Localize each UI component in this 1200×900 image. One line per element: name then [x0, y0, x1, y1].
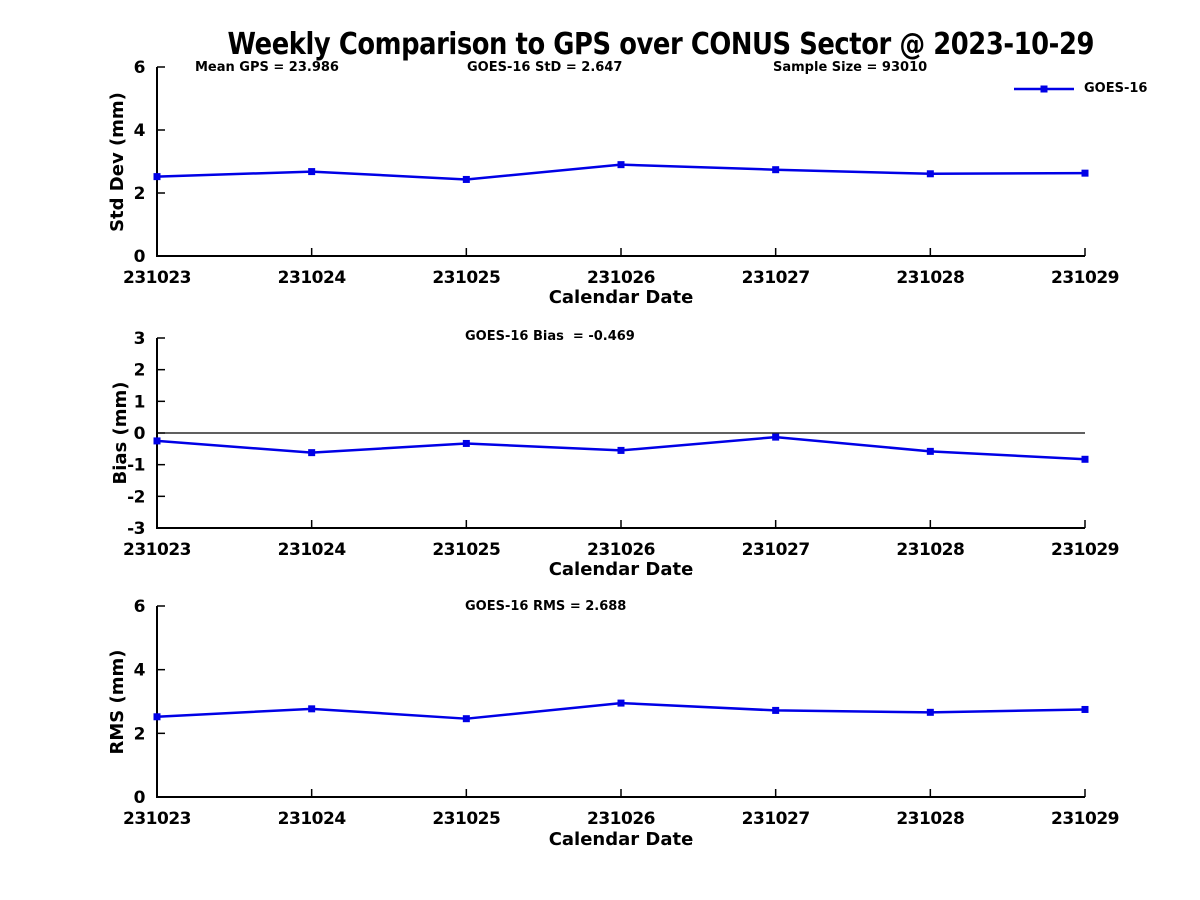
data-point	[772, 433, 780, 441]
x-tick-label: 231026	[587, 268, 655, 288]
data-point	[308, 168, 316, 176]
data-point	[153, 173, 161, 181]
y-tick-label: 2	[134, 184, 145, 204]
annotation-goes16-rms: GOES-16 RMS = 2.688	[465, 599, 627, 614]
annotation-goes16-std: GOES-16 StD = 2.647	[467, 60, 623, 75]
data-point	[772, 166, 780, 174]
xlabel-calendar-date-3: Calendar Date	[548, 829, 694, 850]
y-tick-label: 3	[134, 329, 145, 349]
x-tick-label: 231023	[123, 809, 191, 829]
y-tick-label: 6	[134, 597, 145, 617]
y-tick-label: 4	[134, 661, 146, 681]
xlabel-calendar-date-2: Calendar Date	[548, 559, 694, 580]
data-point	[153, 437, 161, 445]
x-tick-label: 231029	[1051, 809, 1119, 829]
data-point	[153, 713, 161, 721]
y-tick-label: 0	[134, 424, 146, 444]
y-tick-label: 2	[134, 361, 145, 381]
y-tick-label: -2	[127, 487, 145, 507]
y-tick-label: 1	[134, 392, 145, 412]
data-point	[617, 161, 625, 169]
data-point	[617, 699, 625, 707]
x-tick-label: 231029	[1051, 268, 1119, 288]
data-point	[926, 447, 934, 455]
subplot-std-dev: 0 2 4 6 231023 231024 231025 231026 231027 231028…	[123, 58, 1119, 288]
x-tick-label: 231027	[742, 268, 810, 288]
y-tick-label: 0	[134, 247, 146, 267]
data-point	[462, 175, 470, 183]
annotation-goes16-bias: GOES-16 Bias = -0.469	[465, 329, 635, 344]
xlabel-calendar-date-1: Calendar Date	[548, 287, 694, 308]
subplot-rms: 0 2 4 6 231023 231024 231025 231026 231027 231028…	[123, 597, 1119, 829]
data-point	[772, 706, 780, 714]
x-tick-label: 231026	[587, 540, 655, 560]
annotation-sample-size: Sample Size = 93010	[773, 60, 928, 75]
x-tick-label: 231024	[278, 809, 347, 829]
ylabel-std-dev: Std Dev (mm)	[107, 92, 128, 232]
data-point	[462, 439, 470, 447]
y-tick-label: -1	[127, 456, 145, 476]
x-tick-label: 231025	[432, 268, 500, 288]
x-tick-label: 231028	[896, 540, 964, 560]
y-tick-label: -3	[127, 519, 145, 539]
legend-line-marker-icon	[1014, 85, 1074, 93]
data-point	[1081, 705, 1089, 713]
data-point	[926, 170, 934, 178]
x-tick-label: 231024	[278, 540, 347, 560]
subplot-bias: -3 -2 -1 0 1 2 3 231023 231024 231025 231026 231027…	[123, 329, 1119, 560]
legend: GOES-16	[1012, 81, 1147, 97]
y-tick-label: 0	[134, 788, 146, 808]
x-tick-label: 231026	[587, 809, 655, 829]
legend-label: GOES-16	[1084, 81, 1148, 96]
x-tick-label: 231023	[123, 540, 191, 560]
y-tick-label: 2	[134, 724, 145, 744]
x-tick-label: 231024	[278, 268, 347, 288]
data-point	[462, 715, 470, 723]
ylabel-rms: RMS (mm)	[107, 649, 128, 755]
y-tick-label: 4	[134, 121, 146, 141]
data-point	[617, 446, 625, 454]
data-point	[308, 705, 316, 713]
x-tick-label: 231023	[123, 268, 191, 288]
data-point	[1081, 169, 1089, 177]
data-point	[926, 708, 934, 716]
x-tick-label: 231028	[896, 809, 964, 829]
annotation-mean-gps: Mean GPS = 23.986	[195, 60, 339, 75]
x-tick-label: 231027	[742, 809, 810, 829]
data-point	[1081, 455, 1089, 463]
x-tick-label: 231025	[432, 540, 500, 560]
ylabel-bias: Bias (mm)	[110, 381, 131, 485]
data-point	[308, 449, 316, 457]
x-tick-label: 231029	[1051, 540, 1119, 560]
x-tick-label: 231027	[742, 540, 810, 560]
x-tick-label: 231025	[432, 809, 500, 829]
y-tick-label: 6	[134, 58, 145, 78]
x-tick-label: 231028	[896, 268, 964, 288]
